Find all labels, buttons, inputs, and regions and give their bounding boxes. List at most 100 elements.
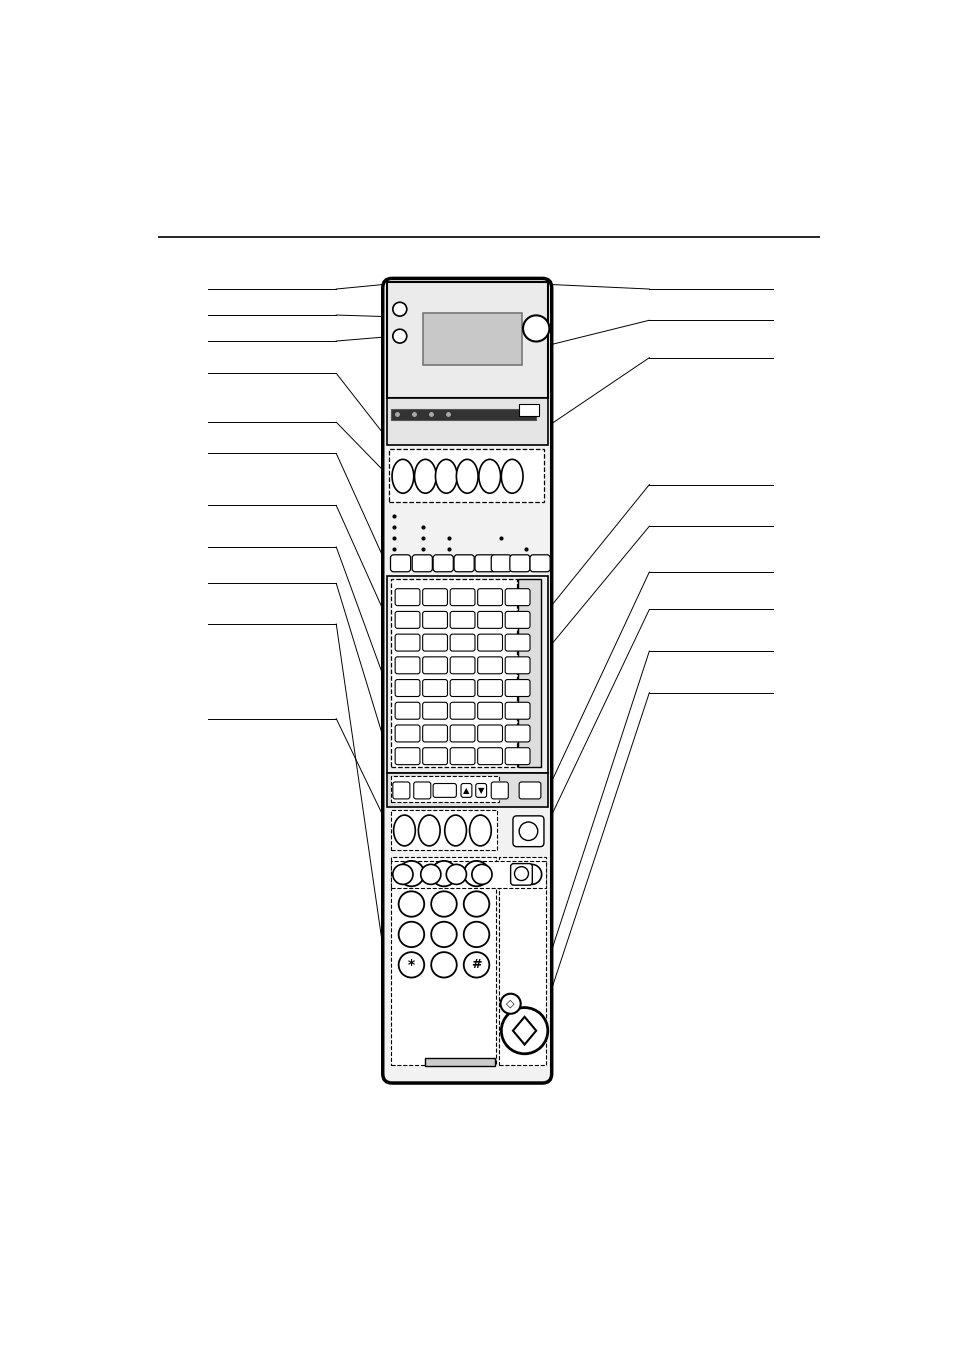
FancyBboxPatch shape xyxy=(460,784,472,797)
FancyBboxPatch shape xyxy=(477,747,502,765)
Circle shape xyxy=(393,865,413,885)
Circle shape xyxy=(398,921,424,947)
Bar xyxy=(390,861,545,888)
FancyBboxPatch shape xyxy=(433,555,453,571)
FancyBboxPatch shape xyxy=(450,725,475,742)
FancyBboxPatch shape xyxy=(390,555,410,571)
Circle shape xyxy=(463,892,489,917)
FancyBboxPatch shape xyxy=(509,555,530,571)
FancyBboxPatch shape xyxy=(414,782,431,798)
Text: *: * xyxy=(408,958,415,971)
Circle shape xyxy=(393,330,406,343)
FancyBboxPatch shape xyxy=(422,589,447,605)
Polygon shape xyxy=(513,1017,536,1044)
FancyBboxPatch shape xyxy=(422,725,447,742)
Bar xyxy=(386,577,547,773)
Bar xyxy=(390,775,498,802)
FancyBboxPatch shape xyxy=(505,747,530,765)
FancyBboxPatch shape xyxy=(395,634,419,651)
FancyBboxPatch shape xyxy=(475,555,495,571)
Circle shape xyxy=(518,821,537,840)
FancyBboxPatch shape xyxy=(530,555,550,571)
FancyBboxPatch shape xyxy=(491,782,508,798)
FancyBboxPatch shape xyxy=(395,703,419,719)
Circle shape xyxy=(431,861,456,886)
Circle shape xyxy=(514,867,528,881)
Circle shape xyxy=(500,994,520,1013)
FancyBboxPatch shape xyxy=(505,634,530,651)
Bar xyxy=(498,858,545,1065)
FancyBboxPatch shape xyxy=(505,680,530,697)
Bar xyxy=(389,449,543,503)
FancyBboxPatch shape xyxy=(422,612,447,628)
FancyBboxPatch shape xyxy=(450,747,475,765)
Bar xyxy=(422,313,521,365)
Circle shape xyxy=(463,921,489,947)
FancyBboxPatch shape xyxy=(450,589,475,605)
Circle shape xyxy=(463,952,489,978)
Circle shape xyxy=(393,303,406,316)
Bar xyxy=(425,1058,495,1066)
Circle shape xyxy=(420,865,440,885)
FancyBboxPatch shape xyxy=(477,634,502,651)
FancyBboxPatch shape xyxy=(477,703,502,719)
FancyBboxPatch shape xyxy=(395,680,419,697)
Ellipse shape xyxy=(500,459,522,493)
Bar xyxy=(390,408,536,420)
FancyBboxPatch shape xyxy=(395,725,419,742)
FancyBboxPatch shape xyxy=(422,747,447,765)
Bar xyxy=(386,397,547,446)
FancyBboxPatch shape xyxy=(422,680,447,697)
Circle shape xyxy=(398,892,424,917)
FancyBboxPatch shape xyxy=(518,782,540,798)
FancyBboxPatch shape xyxy=(477,589,502,605)
Text: ◇: ◇ xyxy=(506,998,515,1009)
FancyBboxPatch shape xyxy=(505,703,530,719)
Bar xyxy=(390,809,497,850)
Bar xyxy=(386,773,547,807)
Circle shape xyxy=(463,861,489,886)
FancyBboxPatch shape xyxy=(477,680,502,697)
FancyBboxPatch shape xyxy=(477,725,502,742)
FancyBboxPatch shape xyxy=(505,612,530,628)
Bar xyxy=(390,858,496,1065)
FancyBboxPatch shape xyxy=(450,657,475,674)
Ellipse shape xyxy=(478,459,500,493)
FancyBboxPatch shape xyxy=(395,657,419,674)
Circle shape xyxy=(398,952,424,978)
Text: ▲: ▲ xyxy=(463,786,469,794)
FancyBboxPatch shape xyxy=(393,782,410,798)
Text: #: # xyxy=(471,958,481,971)
Circle shape xyxy=(398,861,424,886)
FancyBboxPatch shape xyxy=(395,747,419,765)
FancyBboxPatch shape xyxy=(395,589,419,605)
FancyBboxPatch shape xyxy=(382,278,551,1084)
FancyBboxPatch shape xyxy=(450,703,475,719)
FancyBboxPatch shape xyxy=(476,784,486,797)
Circle shape xyxy=(431,921,456,947)
FancyBboxPatch shape xyxy=(505,657,530,674)
Circle shape xyxy=(472,865,492,885)
Text: ▼: ▼ xyxy=(477,786,484,794)
FancyBboxPatch shape xyxy=(433,784,456,797)
Circle shape xyxy=(431,952,456,978)
FancyBboxPatch shape xyxy=(505,725,530,742)
Ellipse shape xyxy=(469,815,491,846)
Circle shape xyxy=(446,865,466,885)
Bar xyxy=(390,580,517,766)
FancyBboxPatch shape xyxy=(477,657,502,674)
FancyBboxPatch shape xyxy=(477,612,502,628)
FancyBboxPatch shape xyxy=(505,589,530,605)
Circle shape xyxy=(521,865,541,885)
FancyBboxPatch shape xyxy=(412,555,432,571)
FancyBboxPatch shape xyxy=(395,612,419,628)
Ellipse shape xyxy=(394,815,415,846)
FancyBboxPatch shape xyxy=(422,703,447,719)
Bar xyxy=(518,404,538,416)
FancyBboxPatch shape xyxy=(422,634,447,651)
Bar xyxy=(386,282,547,397)
Circle shape xyxy=(500,1008,547,1054)
FancyBboxPatch shape xyxy=(454,555,474,571)
Circle shape xyxy=(431,892,456,917)
Ellipse shape xyxy=(418,815,439,846)
